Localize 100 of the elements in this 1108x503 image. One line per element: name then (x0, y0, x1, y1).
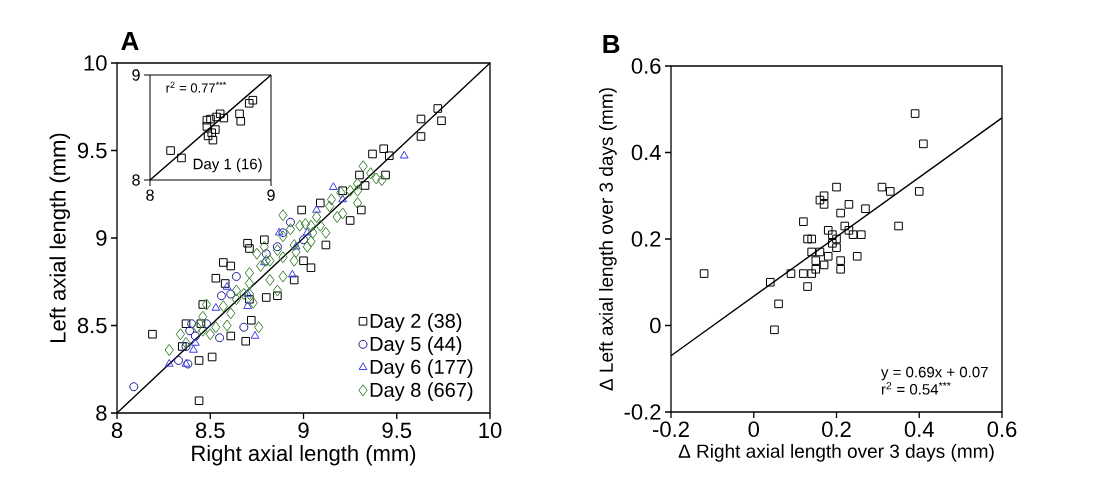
point (190, 337, 200, 346)
point (272, 244, 283, 257)
x-tick-label: 9.5 (382, 422, 412, 439)
point (894, 221, 903, 231)
point (357, 205, 366, 215)
point (243, 238, 252, 248)
annotation: r$^{2}$ = 0.77$^{***}$ (166, 81, 227, 93)
point (352, 177, 363, 190)
x-tick-label: 0.2 (822, 421, 851, 438)
point (861, 204, 870, 214)
point (206, 114, 215, 124)
x-tick-label: 0.6 (987, 421, 1017, 438)
point (774, 299, 783, 309)
point (828, 230, 837, 239)
point (399, 150, 409, 159)
point (255, 259, 266, 272)
point (297, 205, 306, 215)
point (823, 251, 833, 261)
point (248, 95, 258, 105)
y-tick-label: -0.2 (624, 404, 661, 420)
point (231, 271, 241, 281)
point (287, 269, 297, 278)
point (259, 240, 269, 253)
x-axis-title: Right axial length (mm) (192, 444, 416, 466)
point (852, 251, 862, 261)
point (226, 331, 236, 341)
x-tick-label: 9 (298, 422, 309, 439)
point (811, 256, 821, 265)
point (832, 182, 841, 192)
point (799, 269, 808, 278)
point (306, 263, 316, 273)
point (385, 151, 394, 161)
point (306, 219, 316, 232)
point (212, 112, 221, 122)
point (352, 196, 363, 209)
y-tick-label: 8.5 (77, 317, 107, 334)
point (844, 200, 854, 209)
point (828, 239, 837, 248)
point (803, 282, 812, 291)
legend-label: Day 5 (44) (370, 336, 462, 355)
y-tick-label: 8 (96, 405, 107, 421)
y-tick-label: 10 (84, 55, 107, 71)
y-tick-label: 0.4 (631, 144, 661, 161)
point (254, 321, 264, 334)
point (299, 235, 309, 245)
point (368, 149, 377, 159)
point (302, 227, 312, 236)
point (338, 207, 348, 220)
point (245, 244, 254, 253)
point (196, 319, 206, 329)
point (273, 291, 282, 301)
point (181, 341, 191, 351)
point (177, 153, 186, 163)
point (285, 217, 295, 227)
point (321, 226, 331, 239)
point (202, 115, 212, 125)
point (910, 109, 920, 118)
point (345, 216, 355, 225)
point (211, 302, 221, 311)
point (250, 330, 260, 339)
point (208, 135, 218, 145)
point (246, 315, 256, 325)
point (832, 234, 841, 244)
point (189, 344, 198, 353)
point (243, 301, 252, 309)
point (328, 182, 338, 190)
point (312, 204, 321, 213)
point (302, 240, 312, 253)
point (766, 277, 775, 287)
point (914, 187, 924, 196)
point (433, 104, 443, 113)
point (770, 325, 779, 335)
point (198, 310, 208, 323)
point (226, 261, 236, 271)
point (222, 319, 232, 332)
point (377, 174, 387, 187)
x-tick-label: 8 (111, 422, 123, 439)
point (181, 319, 191, 329)
point (799, 217, 808, 226)
point (219, 258, 228, 267)
point (187, 319, 197, 329)
point (857, 230, 866, 239)
y-axis-title: Left axial length (mm) (49, 133, 71, 342)
point (885, 187, 895, 196)
point (306, 235, 316, 248)
point (174, 355, 184, 365)
point (811, 264, 821, 274)
point (190, 331, 200, 341)
point (840, 221, 850, 231)
point (278, 270, 288, 283)
point (164, 358, 174, 367)
point (129, 382, 139, 392)
point (202, 319, 212, 329)
chart-title: B (603, 35, 620, 53)
point (205, 328, 215, 341)
point (819, 200, 829, 209)
annotation: r$^{2}$ = 0.54$^{***}$ (881, 381, 951, 395)
point (836, 208, 845, 218)
point (278, 230, 288, 243)
point (260, 235, 269, 245)
